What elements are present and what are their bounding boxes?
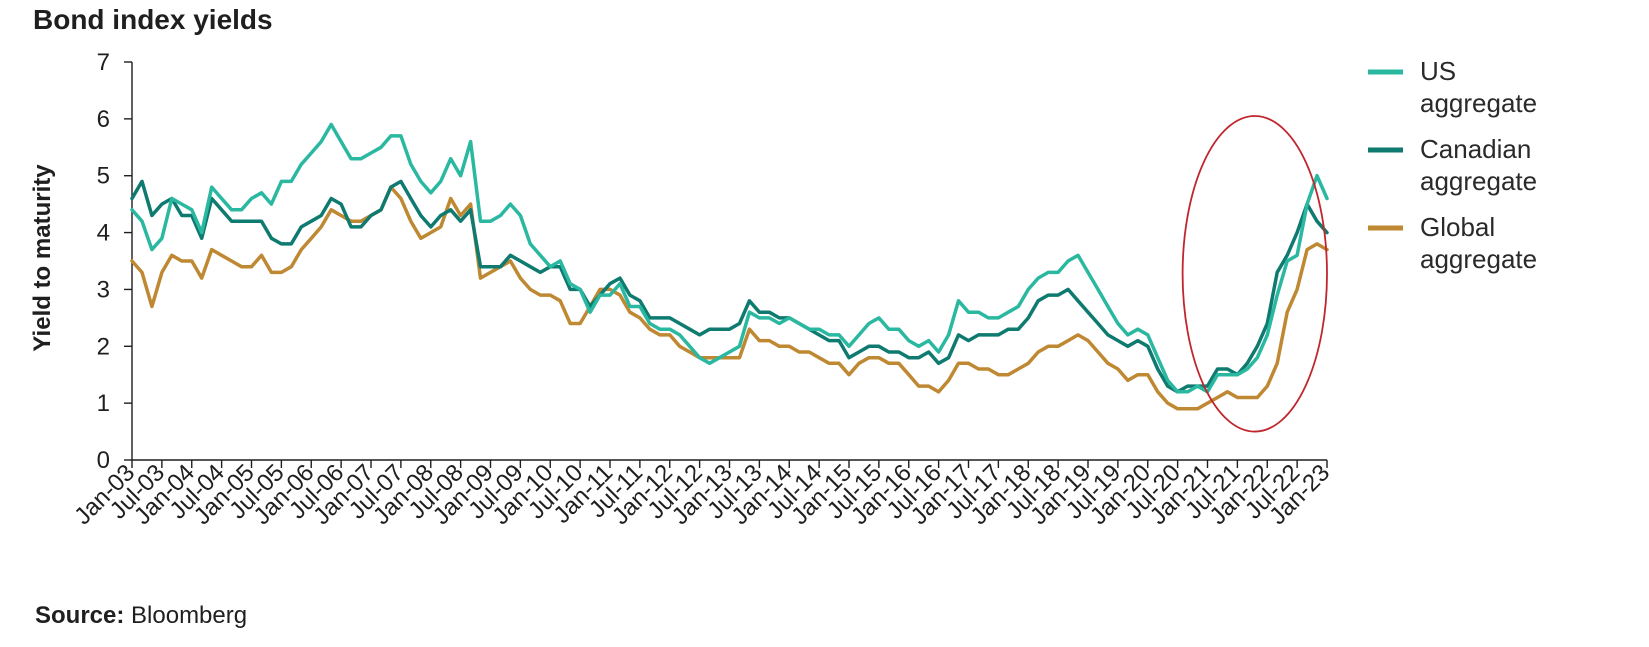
y-tick-label: 2 bbox=[97, 333, 110, 360]
y-tick-label: 7 bbox=[97, 49, 110, 76]
y-tick-label: 0 bbox=[97, 447, 110, 474]
series-line-global-aggregate bbox=[130, 185, 1329, 411]
y-tick-label: 4 bbox=[97, 220, 110, 247]
x-axis: Jan-03Jul-03Jan-04Jul-04Jan-05Jul-05Jan-… bbox=[69, 459, 1335, 530]
series-line-canadian-aggregate bbox=[130, 179, 1329, 394]
source-label: Source: bbox=[35, 602, 125, 629]
y-tick-label: 1 bbox=[97, 390, 110, 417]
highlight-ellipse bbox=[1181, 115, 1328, 433]
chart-title: Bond index yields bbox=[33, 4, 273, 35]
y-tick-label: 3 bbox=[97, 276, 110, 303]
source-line: Source: Bloomberg bbox=[35, 602, 247, 630]
y-tick-label: 5 bbox=[97, 163, 110, 190]
legend-label-global-aggregate: Global aggregate bbox=[1420, 212, 1537, 274]
legend-label-us-aggregate: US aggregate bbox=[1420, 56, 1537, 118]
y-tick-label: 6 bbox=[97, 106, 110, 133]
series-line-us-aggregate bbox=[130, 122, 1329, 394]
legend: US aggregate Canadian aggregate Global aggreg… bbox=[1368, 56, 1537, 274]
legend-label-canadian-aggregate: Canadian aggregate bbox=[1420, 134, 1537, 196]
annotation bbox=[1181, 115, 1328, 433]
y-axis-title: Yield to maturity bbox=[29, 164, 56, 352]
source-text: Bloomberg bbox=[131, 602, 248, 629]
y-axis: 0 1 2 3 4 5 6 7 bbox=[97, 49, 133, 474]
series-lines bbox=[130, 122, 1329, 411]
